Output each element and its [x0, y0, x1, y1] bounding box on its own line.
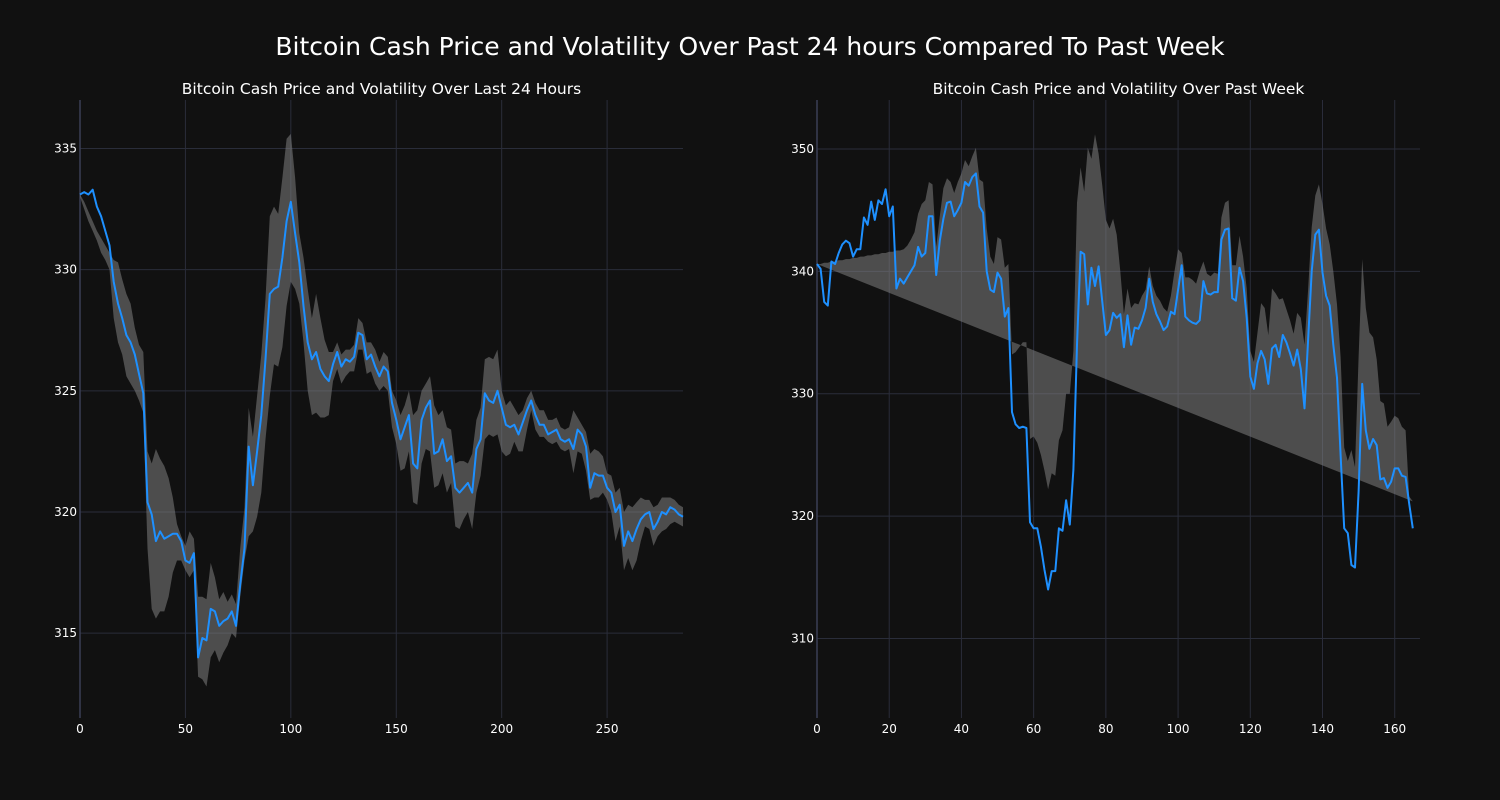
price-line: [79, 188, 684, 659]
x-tick-label: 20: [882, 722, 897, 736]
x-tick-label: 50: [178, 722, 193, 736]
x-tick-label: 140: [1311, 722, 1334, 736]
x-tick-label: 100: [1167, 722, 1190, 736]
x-tick-label: 100: [279, 722, 302, 736]
y-tick-label: 320: [54, 505, 77, 519]
y-tick-label: 350: [791, 142, 814, 156]
y-tick-label: 325: [54, 384, 77, 398]
y-tick-label: 315: [54, 626, 77, 640]
volatility-band: [817, 134, 1413, 502]
panel-24h: 0 50 100 150 200 250 315 320 325 330 335 Bitcoin Ca…: [54, 80, 684, 736]
y-tick-label: 330: [791, 387, 814, 401]
y-tick-label: 310: [791, 631, 814, 645]
x-tick-label: 40: [954, 722, 969, 736]
panel-title: Bitcoin Cash Price and Volatility Over P…: [933, 80, 1305, 98]
x-tick-label: 200: [490, 722, 513, 736]
panel-week: 0 20 40 60 80 100 120 140 160 310 320 330 340 350 Bitc…: [791, 80, 1420, 736]
y-tick-label: 340: [791, 264, 814, 278]
x-tick-label: 160: [1383, 722, 1406, 736]
x-tick-label: 0: [813, 722, 821, 736]
x-tick-label: 0: [76, 722, 84, 736]
x-tick-label: 120: [1239, 722, 1262, 736]
y-tick-label: 335: [54, 141, 77, 155]
volatility-band: [80, 133, 683, 687]
x-tick-label: 80: [1098, 722, 1113, 736]
figure-title: Bitcoin Cash Price and Volatility Over P…: [275, 32, 1225, 61]
x-tick-label: 250: [596, 722, 619, 736]
y-tick-label: 330: [54, 263, 77, 277]
x-tick-label: 150: [385, 722, 408, 736]
price-line: [816, 172, 1414, 591]
panel-title: Bitcoin Cash Price and Volatility Over L…: [182, 80, 581, 98]
x-tick-label: 60: [1026, 722, 1041, 736]
y-tick-label: 320: [791, 509, 814, 523]
